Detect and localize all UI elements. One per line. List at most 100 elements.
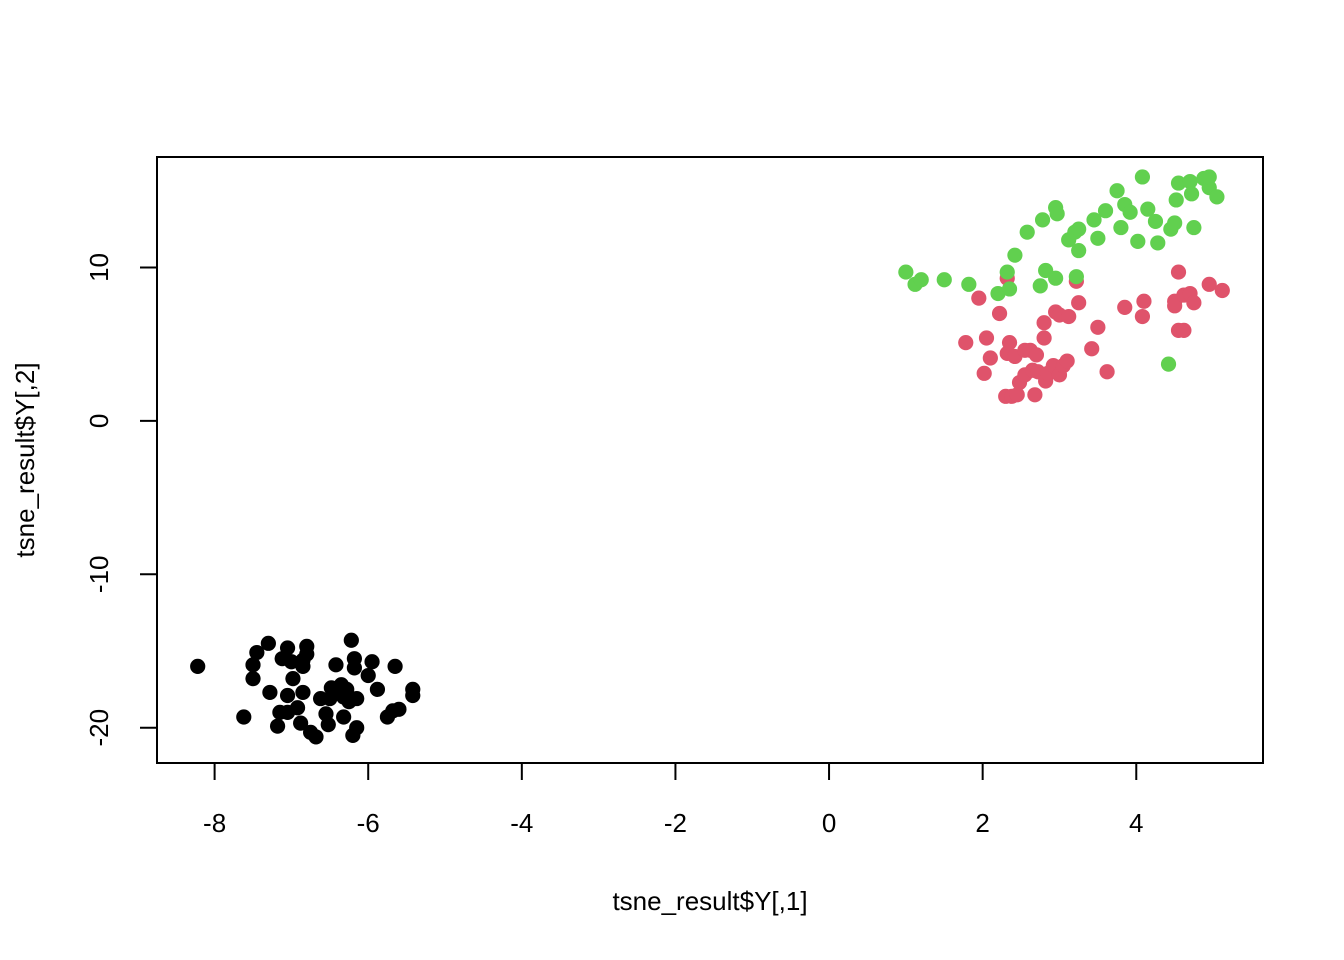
data-point xyxy=(269,718,286,734)
data-point xyxy=(999,264,1015,280)
data-point xyxy=(1061,308,1077,325)
x-tick-label: -8 xyxy=(203,808,226,838)
data-point xyxy=(1168,192,1184,208)
data-point xyxy=(245,657,261,673)
data-point xyxy=(1130,233,1146,249)
data-point xyxy=(1160,356,1177,372)
data-point xyxy=(1186,295,1202,311)
data-point xyxy=(1027,387,1043,403)
data-point xyxy=(245,671,261,687)
data-point xyxy=(1183,186,1200,202)
data-point xyxy=(387,658,403,674)
data-point xyxy=(961,276,977,292)
data-point xyxy=(295,684,311,701)
data-point xyxy=(982,350,998,366)
data-point xyxy=(1214,282,1230,299)
data-point xyxy=(1028,347,1045,363)
data-point xyxy=(320,717,336,733)
data-point xyxy=(1147,213,1164,230)
data-point xyxy=(898,264,914,280)
data-points xyxy=(190,169,1230,745)
data-point xyxy=(262,684,278,701)
data-point xyxy=(1117,299,1133,315)
data-point xyxy=(295,658,311,674)
data-point xyxy=(349,720,365,736)
data-point xyxy=(1122,204,1138,220)
data-point xyxy=(236,709,252,725)
data-point xyxy=(369,681,386,697)
data-point xyxy=(978,330,995,346)
data-point xyxy=(279,687,296,704)
data-point xyxy=(1036,315,1052,331)
data-point xyxy=(1059,353,1075,369)
data-point xyxy=(1182,173,1198,190)
x-tick-label: -2 xyxy=(664,808,687,838)
data-point xyxy=(971,290,987,306)
data-point xyxy=(308,729,324,745)
x-tick-label: 0 xyxy=(822,808,836,838)
data-point xyxy=(285,671,301,687)
data-point xyxy=(1140,201,1156,217)
data-point xyxy=(1167,298,1183,314)
y-tick-label: -20 xyxy=(84,709,114,747)
data-point xyxy=(1209,189,1225,205)
data-point xyxy=(958,335,974,351)
data-point xyxy=(1099,364,1115,380)
data-point xyxy=(343,632,359,648)
data-point xyxy=(1007,247,1023,263)
data-point xyxy=(328,657,344,673)
data-point xyxy=(1113,219,1129,236)
data-point xyxy=(1084,341,1100,357)
data-point xyxy=(991,305,1008,322)
data-point xyxy=(1170,264,1187,280)
data-point xyxy=(1090,230,1106,246)
data-point xyxy=(346,660,362,676)
data-point xyxy=(1090,319,1106,335)
data-point xyxy=(289,700,306,716)
y-tick-label: 0 xyxy=(84,414,114,428)
data-point xyxy=(1134,308,1151,325)
data-point xyxy=(1001,335,1018,351)
x-tick-label: 4 xyxy=(1129,808,1143,838)
data-point xyxy=(260,635,276,651)
data-point xyxy=(249,644,265,661)
y-axis-label: tsne_result$Y[,2] xyxy=(10,362,40,557)
data-point xyxy=(293,715,309,731)
data-point xyxy=(299,646,315,662)
x-tick-label: -6 xyxy=(357,808,380,838)
x-tick-label: 2 xyxy=(975,808,989,838)
data-point xyxy=(1170,175,1187,191)
data-point xyxy=(1097,203,1114,219)
data-point xyxy=(190,658,206,674)
data-point xyxy=(349,690,365,707)
data-point xyxy=(1176,322,1192,338)
data-point xyxy=(1150,235,1166,251)
data-point xyxy=(1167,215,1183,231)
data-point xyxy=(913,272,929,288)
data-point xyxy=(1086,212,1102,228)
data-point xyxy=(1071,295,1087,311)
x-axis: -8 -6 -4 -2 0 2 4 xyxy=(203,762,1144,838)
y-axis: -20 -10 0 10 xyxy=(84,253,158,747)
data-point xyxy=(364,654,380,670)
data-point xyxy=(1201,276,1217,292)
data-point xyxy=(1186,219,1202,236)
data-point xyxy=(990,285,1006,302)
data-point xyxy=(1001,281,1018,297)
data-point xyxy=(1019,224,1035,240)
data-point xyxy=(391,701,407,717)
y-tick-label: -10 xyxy=(84,556,114,594)
data-point xyxy=(1048,270,1064,286)
data-point xyxy=(1068,269,1084,285)
data-point xyxy=(336,709,352,725)
data-point xyxy=(279,640,296,656)
data-point xyxy=(360,667,376,684)
x-tick-label: -4 xyxy=(510,808,533,838)
data-point xyxy=(1049,206,1065,222)
x-axis-label: tsne_result$Y[,1] xyxy=(612,886,807,916)
data-point xyxy=(1036,330,1052,346)
data-point xyxy=(1032,278,1048,294)
data-point xyxy=(405,687,421,704)
data-point xyxy=(1071,242,1087,259)
